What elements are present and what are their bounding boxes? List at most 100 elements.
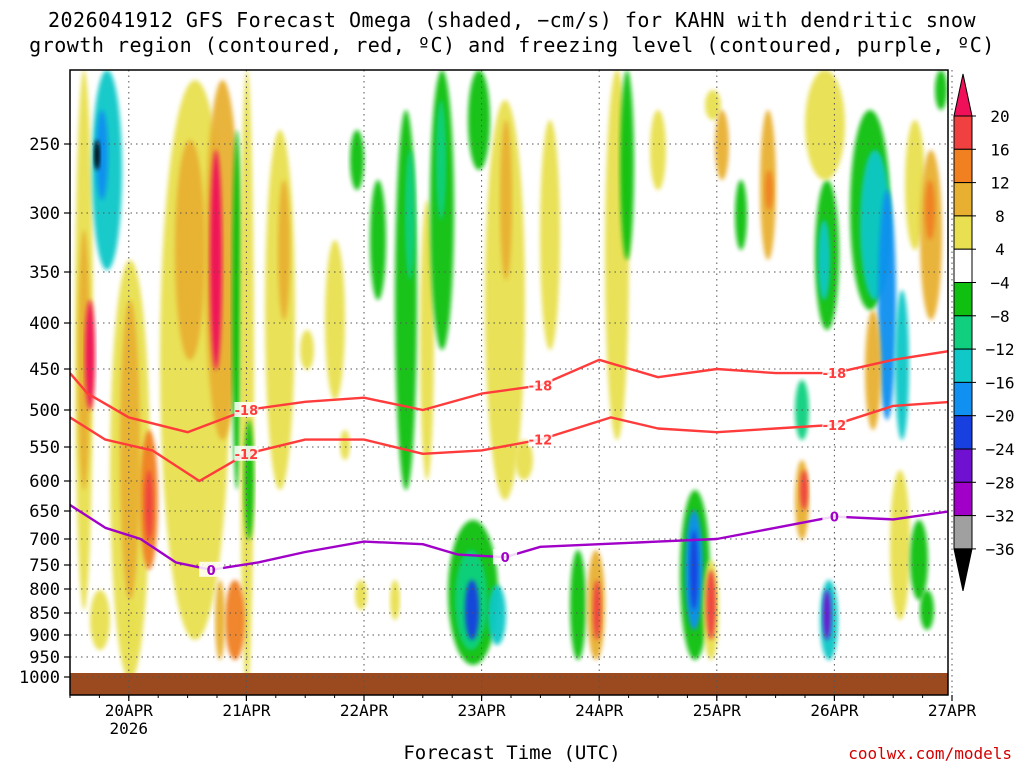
omega-blob <box>925 180 935 240</box>
omega-blob <box>818 220 830 300</box>
contour-label-bg <box>528 377 553 393</box>
grid-lines <box>70 70 953 695</box>
contour-label-freezing_0: 0 <box>207 564 216 579</box>
omega-blob <box>175 140 205 360</box>
omega-blob <box>910 520 928 600</box>
credit-link[interactable]: coolwx.com/models <box>848 744 1012 763</box>
colorbar-swatch <box>953 215 973 250</box>
colorbar-label: 12 <box>990 174 1009 193</box>
omega-blob <box>355 580 367 610</box>
omega-shading <box>75 70 947 690</box>
y-tick-label: 250 <box>29 135 60 155</box>
contour-label-dgz_-12: -12 <box>529 434 553 449</box>
colorbar-label: −24 <box>986 440 1015 459</box>
contour-label-bg <box>199 561 224 577</box>
colorbar-label: −16 <box>986 373 1015 392</box>
omega-blob <box>340 430 350 460</box>
contour-dgz_-18 <box>70 350 948 434</box>
colorbar-swatch <box>953 381 973 417</box>
colorbar-swatch <box>953 282 973 317</box>
x-tick-label: 22APR <box>340 701 389 720</box>
omega-blob <box>232 130 242 490</box>
colorbar-label: −20 <box>986 407 1015 426</box>
colorbar-swatch <box>953 148 973 184</box>
omega-blob <box>395 110 417 490</box>
contour-label-dgz_-18: -18 <box>529 379 553 394</box>
colorbar-label: −4 <box>990 274 1009 293</box>
ground-layer <box>70 673 948 695</box>
omega-blob <box>895 290 909 440</box>
chart-title-line-2: growth region (contoured, red, ºC) and f… <box>29 33 995 57</box>
x-tick-label: 24APR <box>575 701 624 720</box>
colorbar-swatch <box>953 182 973 217</box>
y-tick-label: 750 <box>29 556 60 576</box>
colorbar-swatch <box>953 348 973 383</box>
omega-blob <box>690 530 698 610</box>
omega-blob <box>650 110 666 190</box>
x-year-label: 2026 <box>110 719 149 738</box>
contour-label-dgz_-12: -12 <box>235 448 259 463</box>
colorbar-swatch <box>953 415 973 450</box>
omega-blob <box>890 470 910 620</box>
omega-blob <box>225 580 245 660</box>
x-tick-label: 23APR <box>458 701 507 720</box>
y-tick-label: 350 <box>29 263 60 283</box>
colorbar-label: −36 <box>986 540 1015 559</box>
colorbar-swatch <box>953 248 973 283</box>
x-tick-label: 27APR <box>928 701 977 720</box>
omega-blob <box>325 240 345 400</box>
contour-freezing_0 <box>70 503 948 571</box>
omega-blob <box>570 550 586 660</box>
y-tick-label: 550 <box>29 438 60 458</box>
omega-blob <box>515 440 533 480</box>
plot-frame <box>69 69 949 696</box>
omega-blob <box>300 330 314 370</box>
contour-label-dgz_-12: -12 <box>823 419 847 434</box>
omega-blob <box>210 150 222 370</box>
omega-blob <box>215 580 225 660</box>
y-tick-label: 700 <box>29 530 60 550</box>
omega-blob <box>593 580 601 640</box>
colorbar-swatch <box>953 115 973 150</box>
y-tick-label: 1000 <box>19 668 60 688</box>
colorbar-label: −8 <box>990 307 1009 326</box>
colorbar-bottom-arrow <box>953 548 973 592</box>
y-tick-label: 300 <box>29 204 60 224</box>
colorbar-label: 8 <box>995 207 1005 226</box>
omega-blob <box>620 70 634 260</box>
contour-label-dgz_-18: -18 <box>823 367 847 382</box>
omega-blob <box>823 590 831 640</box>
omega-blob <box>90 590 110 650</box>
colorbar-label: −12 <box>986 340 1015 359</box>
x-axis-title: Forecast Time (UTC) <box>403 742 621 764</box>
omega-blob <box>488 585 506 645</box>
omega-blob <box>735 180 747 250</box>
omega-blob <box>465 580 479 640</box>
contour-label-bg <box>234 445 259 461</box>
omega-blob <box>500 120 512 280</box>
colorbar-swatch <box>953 481 973 517</box>
omega-blob <box>94 140 100 170</box>
x-axis: 20APR 21APR 22APR 23APR 24APR 25APR 26APR 27APR… <box>69 695 977 738</box>
contour-label-bg <box>822 508 847 524</box>
omega-blob <box>244 420 254 540</box>
omega-blob <box>800 470 808 510</box>
omega-blob <box>265 130 295 490</box>
omega-blob <box>805 70 845 180</box>
omega-blob <box>85 300 95 410</box>
y-tick-label: 500 <box>29 401 60 421</box>
colorbar: 20 16 12 8 4 −4 −8 −12 −16 −20 −24 −28 −32 −36 <box>953 73 1015 592</box>
colorbar-label: 16 <box>990 140 1009 159</box>
contour-label-dgz_-18: -18 <box>235 404 259 419</box>
omega-blob <box>120 300 140 600</box>
contour-dgz_-12 <box>70 400 948 483</box>
x-tick-label: 26APR <box>810 701 859 720</box>
omega-blob <box>405 150 415 280</box>
omega-blob <box>96 110 108 200</box>
omega-blob <box>715 110 729 180</box>
omega-blob <box>706 570 716 640</box>
omega-blob <box>935 70 947 110</box>
omega-blob <box>540 120 560 350</box>
y-tick-label: 600 <box>29 472 60 492</box>
